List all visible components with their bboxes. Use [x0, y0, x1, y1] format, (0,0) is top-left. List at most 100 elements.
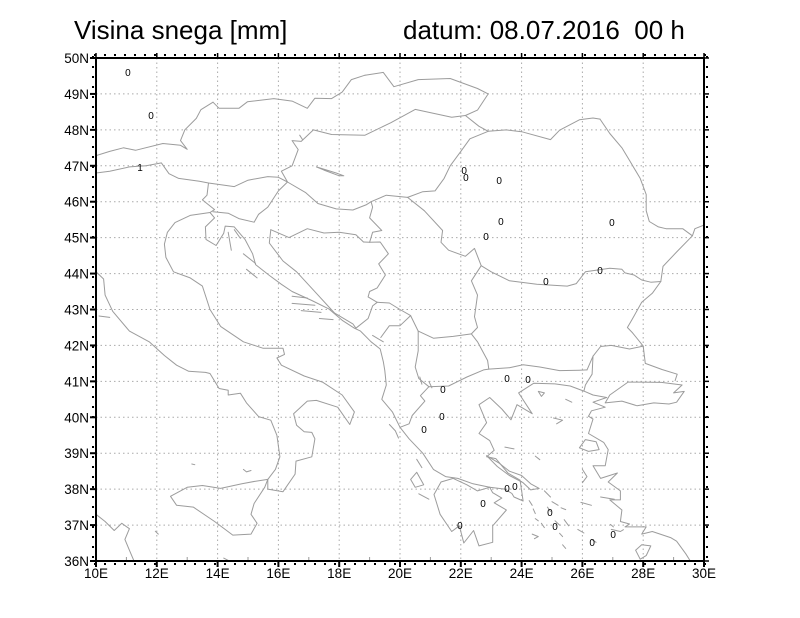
country-border	[480, 265, 662, 287]
island-outline	[546, 506, 551, 512]
country-border	[364, 71, 489, 95]
island-outline	[534, 518, 539, 522]
lon-axis-label: 12E	[145, 566, 169, 581]
lon-axis-label: 28E	[631, 566, 655, 581]
country-border	[363, 201, 383, 243]
station-value: 0	[543, 277, 549, 288]
station-value: 0	[457, 521, 463, 532]
lat-axis-label: 41N	[64, 374, 89, 389]
lake-outline	[299, 134, 304, 141]
station-value: 0	[463, 173, 469, 184]
station-value: 0	[498, 217, 504, 228]
station-value: 0	[547, 508, 553, 519]
lon-axis-label: 10E	[84, 566, 108, 581]
island-outline	[242, 468, 252, 473]
island-outline	[528, 500, 533, 506]
station-value: 0	[597, 266, 603, 277]
island-outline	[578, 439, 600, 452]
island-outline	[581, 468, 588, 484]
lon-axis-label: 18E	[327, 566, 351, 581]
island-outline	[563, 519, 570, 527]
lon-axis-label: 22E	[449, 566, 473, 581]
island-outline	[577, 528, 585, 534]
geography-layer	[96, 71, 704, 561]
lat-axis-label: 42N	[64, 338, 89, 353]
axis-layer: 10E 12E 14E 16E 18E 20E 22E 24E 26E 28E 30E 36N 37N 3…	[64, 51, 716, 581]
country-border	[268, 229, 357, 329]
country-border	[376, 301, 412, 338]
country-border	[599, 118, 693, 237]
lat-axis-label: 40N	[64, 410, 89, 425]
country-border	[592, 344, 644, 357]
lon-axis-label: 24E	[510, 566, 534, 581]
island-outline	[486, 455, 540, 491]
lat-axis-label: 50N	[64, 51, 89, 66]
island-outline	[318, 318, 334, 321]
country-border	[464, 93, 489, 116]
lat-axis-label: 43N	[64, 303, 89, 318]
station-value: 0	[125, 68, 131, 79]
island-outline	[560, 507, 567, 511]
lat-axis-label: 48N	[64, 123, 89, 138]
plot-frame	[95, 57, 705, 562]
country-border	[464, 115, 601, 141]
island-outline	[291, 295, 308, 299]
lake-outline	[315, 166, 345, 177]
island-outline	[246, 268, 258, 279]
island-outline	[98, 315, 111, 318]
country-border	[410, 315, 430, 388]
coastline	[204, 212, 491, 488]
lon-axis-label: 14E	[206, 566, 230, 581]
island-outline	[553, 417, 564, 425]
country-border	[470, 265, 482, 335]
lat-axis-label: 38N	[64, 482, 89, 497]
country-border	[407, 196, 482, 267]
country-border	[355, 241, 389, 329]
island-outline	[410, 471, 425, 488]
lat-axis-label: 39N	[64, 446, 89, 461]
country-border	[428, 368, 490, 388]
lake-outline	[428, 380, 433, 389]
station-value: 0	[496, 176, 502, 187]
lat-axis-label: 45N	[64, 231, 89, 246]
lon-axis-label: 26E	[570, 566, 594, 581]
station-value: 0	[480, 499, 486, 510]
island-outline	[551, 501, 559, 506]
country-border	[201, 182, 216, 213]
island-outline	[242, 253, 257, 264]
coastline	[478, 382, 585, 502]
country-border	[488, 364, 588, 372]
coastline	[170, 478, 269, 536]
station-value: 0	[148, 111, 154, 122]
island-outline	[537, 390, 545, 397]
station-value: 0	[512, 482, 518, 493]
country-border	[270, 228, 364, 243]
lon-axis-label: 16E	[266, 566, 290, 581]
country-border	[312, 108, 466, 136]
station-value: 0	[525, 375, 531, 386]
coastline	[583, 390, 608, 417]
lake-outline	[419, 376, 423, 385]
island-outline	[191, 463, 196, 466]
lat-axis-label: 46N	[64, 195, 89, 210]
country-border	[212, 74, 366, 109]
island-outline	[154, 530, 159, 535]
country-border	[212, 181, 288, 223]
island-outline	[531, 533, 539, 540]
island-outline	[532, 508, 536, 515]
island-outline	[233, 229, 241, 239]
island-outline	[543, 490, 551, 498]
island-outline	[610, 528, 624, 532]
island-outline	[300, 310, 322, 313]
island-outline	[534, 455, 541, 461]
island-outline	[554, 520, 561, 526]
coastline	[433, 477, 507, 547]
country-border	[470, 333, 490, 370]
lat-axis-label: 44N	[64, 267, 89, 282]
lon-axis-label: 20E	[388, 566, 412, 581]
lon-axis-label: 30E	[692, 566, 716, 581]
station-value: 0	[440, 385, 446, 396]
island-outline	[635, 544, 652, 560]
station-value: 0	[504, 484, 510, 495]
